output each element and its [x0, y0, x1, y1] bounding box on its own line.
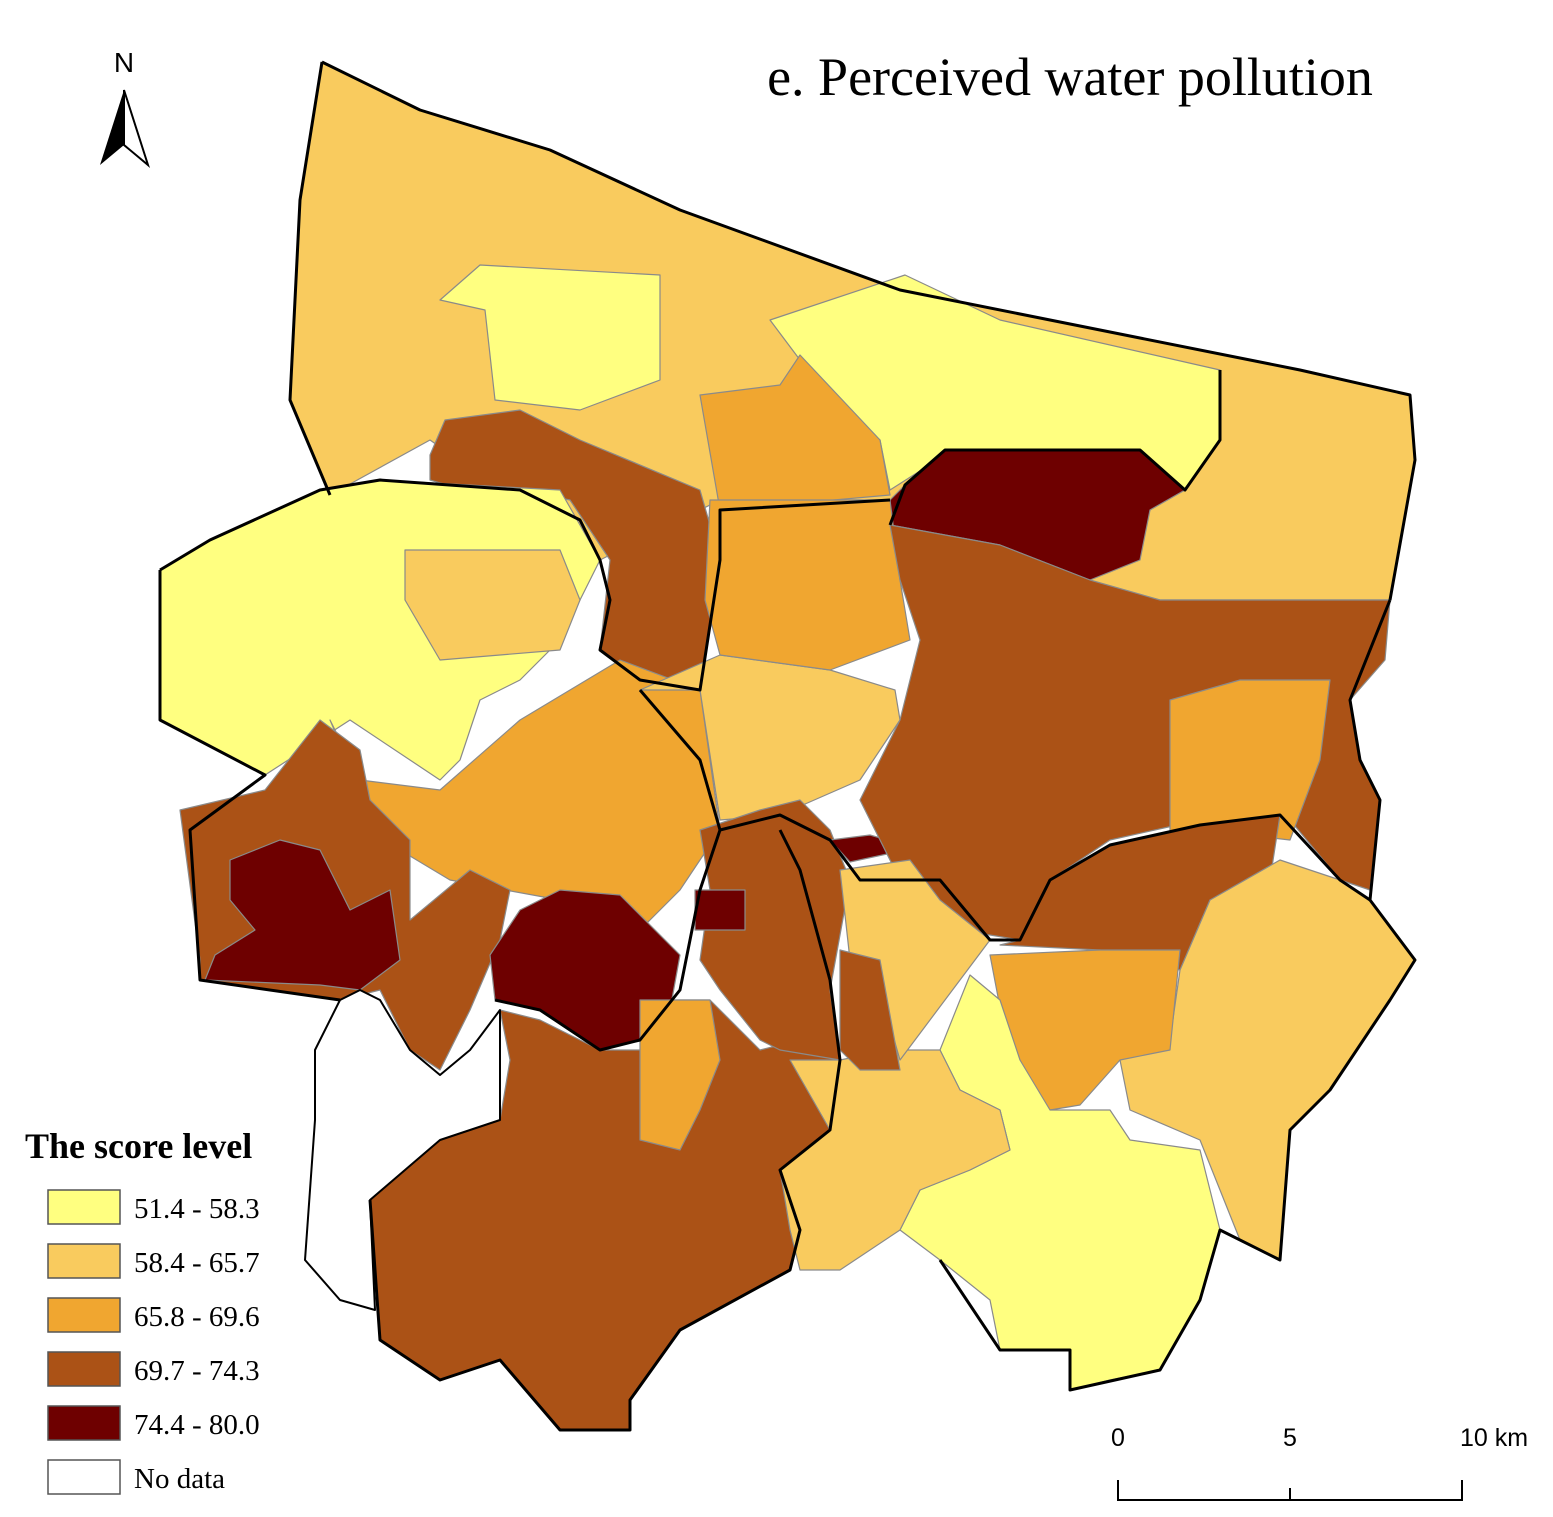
legend-swatch: [47, 1459, 121, 1495]
region: [639, 999, 721, 1151]
north-label: N: [114, 47, 134, 78]
boundary: [888, 370, 1222, 526]
region: [779, 1049, 1011, 1271]
region: [694, 889, 746, 931]
north-arrow-half: [123, 89, 150, 168]
region: [439, 264, 661, 411]
legend-label: 65.8 - 69.6: [134, 1301, 260, 1333]
map-title: e. Perceived water pollution: [767, 47, 1373, 107]
boundary: [159, 478, 891, 692]
scale-label: 0: [1111, 1424, 1125, 1452]
legend-label: 69.7 - 74.3: [134, 1355, 260, 1387]
legend-label: No data: [134, 1463, 225, 1495]
north-arrow-half: [100, 90, 124, 165]
no-data-region: [304, 989, 501, 1311]
legend-label: 58.4 - 65.7: [134, 1247, 260, 1279]
boundary: [938, 599, 1417, 1392]
legend-swatch: [47, 1243, 121, 1279]
boundary: [288, 61, 332, 496]
legend-swatch: [47, 1189, 121, 1225]
legend: The score level 51.4 - 58.3 58.4 - 65.7 65…: [25, 1126, 260, 1495]
boundary: [158, 570, 341, 1002]
boundary: [368, 829, 842, 1432]
legend-swatch: [47, 1297, 121, 1333]
boundary: [719, 813, 1371, 942]
region: [404, 549, 581, 661]
scale-bar: 0 5 10 km: [1111, 1424, 1528, 1501]
legend-swatch: [47, 1351, 121, 1387]
region: [704, 499, 911, 671]
boundary: [321, 60, 1417, 601]
regions: [159, 61, 1416, 1431]
legend-label: 51.4 - 58.3: [134, 1193, 260, 1225]
boundary: [494, 689, 722, 1052]
legend-title: The score level: [25, 1126, 252, 1166]
scale-label: 5: [1283, 1424, 1297, 1452]
region: [839, 949, 901, 1071]
district-boundaries: [158, 60, 1417, 1432]
legend-label: 74.4 - 80.0: [134, 1409, 260, 1441]
scale-label: 10 km: [1460, 1424, 1528, 1452]
legend-swatch: [47, 1405, 121, 1441]
north-arrow: N: [100, 47, 150, 168]
